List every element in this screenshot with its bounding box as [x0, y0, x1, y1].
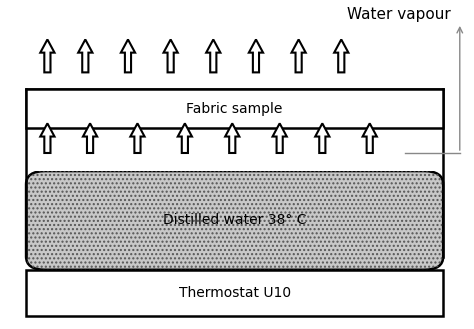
- Polygon shape: [225, 123, 239, 153]
- Polygon shape: [363, 123, 377, 153]
- Bar: [26, 89, 443, 128]
- Polygon shape: [292, 39, 306, 72]
- Polygon shape: [178, 123, 192, 153]
- Text: Distilled water 38° C: Distilled water 38° C: [163, 214, 306, 227]
- Polygon shape: [315, 123, 329, 153]
- Text: Water vapour: Water vapour: [346, 7, 450, 22]
- Bar: [26, 270, 443, 316]
- Text: Thermostat U10: Thermostat U10: [179, 286, 291, 300]
- Polygon shape: [249, 39, 263, 72]
- Polygon shape: [40, 123, 55, 153]
- Polygon shape: [334, 39, 348, 72]
- Polygon shape: [206, 39, 220, 72]
- Polygon shape: [40, 39, 55, 72]
- Polygon shape: [273, 123, 287, 153]
- Polygon shape: [130, 123, 145, 153]
- Polygon shape: [121, 39, 135, 72]
- Bar: [26, 128, 443, 171]
- Text: Fabric sample: Fabric sample: [186, 102, 283, 115]
- FancyBboxPatch shape: [26, 171, 443, 270]
- Polygon shape: [83, 123, 97, 153]
- Polygon shape: [78, 39, 92, 72]
- Polygon shape: [164, 39, 178, 72]
